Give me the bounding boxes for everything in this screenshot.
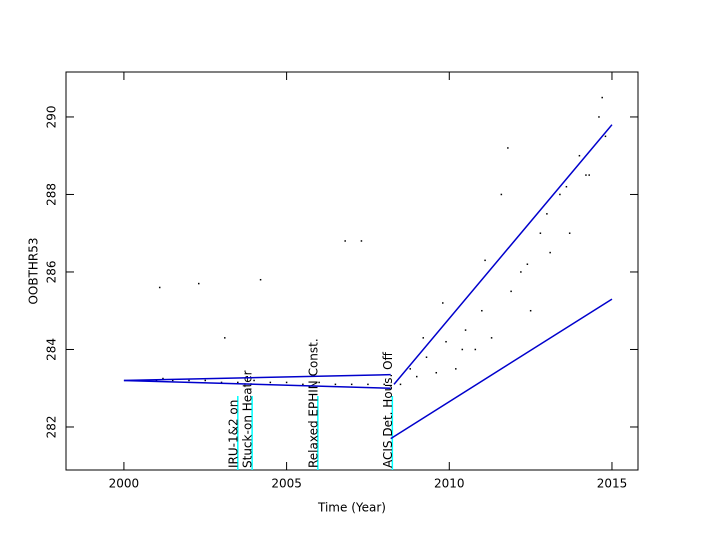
point xyxy=(198,282,200,285)
point xyxy=(269,381,272,384)
point xyxy=(526,263,529,265)
point xyxy=(490,337,493,339)
point xyxy=(442,302,444,304)
point xyxy=(409,368,411,370)
point xyxy=(520,271,522,273)
point xyxy=(474,348,477,351)
point xyxy=(344,240,346,242)
fit-line xyxy=(123,373,391,382)
y-tick-label: 282 xyxy=(45,416,59,439)
point xyxy=(588,174,590,176)
point xyxy=(334,383,337,386)
point xyxy=(350,383,353,386)
point xyxy=(539,232,542,234)
x-tick-label: 2010 xyxy=(434,477,465,491)
point xyxy=(585,174,587,176)
point xyxy=(367,383,369,386)
point xyxy=(529,309,532,312)
point xyxy=(546,213,548,215)
point xyxy=(188,379,190,382)
x-tick-label: 2000 xyxy=(109,477,140,491)
y-axis-label: OOBTHR53 xyxy=(27,237,41,304)
point xyxy=(360,240,363,242)
point xyxy=(568,232,571,234)
point xyxy=(549,251,551,254)
point xyxy=(224,337,226,339)
point xyxy=(302,383,304,386)
point xyxy=(565,185,568,188)
fit-line xyxy=(393,124,613,385)
point xyxy=(171,379,174,382)
x-axis-label: Time (Year) xyxy=(317,501,386,515)
point xyxy=(162,377,164,380)
event-label: ACIS Det. Hous. Off xyxy=(381,351,395,468)
plot-frame xyxy=(65,71,639,471)
point xyxy=(559,193,561,196)
fit-line xyxy=(123,379,391,389)
y-tick-label: 290 xyxy=(45,106,59,129)
point xyxy=(461,348,464,351)
point xyxy=(415,375,418,378)
point xyxy=(578,154,581,157)
fit-line xyxy=(390,298,613,440)
point xyxy=(318,381,320,384)
y-tick-label: 288 xyxy=(45,183,59,206)
point xyxy=(422,337,425,339)
point xyxy=(598,116,600,118)
event-label: Relaxed EPHIN Const. xyxy=(306,338,320,468)
point xyxy=(158,286,161,289)
point xyxy=(399,383,402,386)
point xyxy=(481,309,483,312)
point xyxy=(500,193,503,196)
point xyxy=(464,329,467,331)
x-tick-label: 2005 xyxy=(271,477,302,491)
point xyxy=(220,381,223,384)
point xyxy=(604,135,607,138)
point xyxy=(484,259,486,262)
y-tick-label: 286 xyxy=(45,261,59,284)
point xyxy=(204,379,207,382)
x-tick-label: 2015 xyxy=(597,477,628,491)
point xyxy=(259,278,262,281)
point xyxy=(445,340,447,343)
point xyxy=(455,368,457,370)
point xyxy=(435,371,438,374)
point xyxy=(285,381,288,384)
point xyxy=(510,290,512,293)
point xyxy=(507,147,509,149)
point xyxy=(253,379,255,382)
point xyxy=(383,383,385,386)
point xyxy=(601,96,603,99)
y-tick-label: 284 xyxy=(45,338,59,361)
event-label: Stuck-on Heater xyxy=(241,370,255,468)
point xyxy=(237,381,239,384)
point xyxy=(425,356,428,358)
event-label: IRU-1&2 on xyxy=(226,400,240,468)
